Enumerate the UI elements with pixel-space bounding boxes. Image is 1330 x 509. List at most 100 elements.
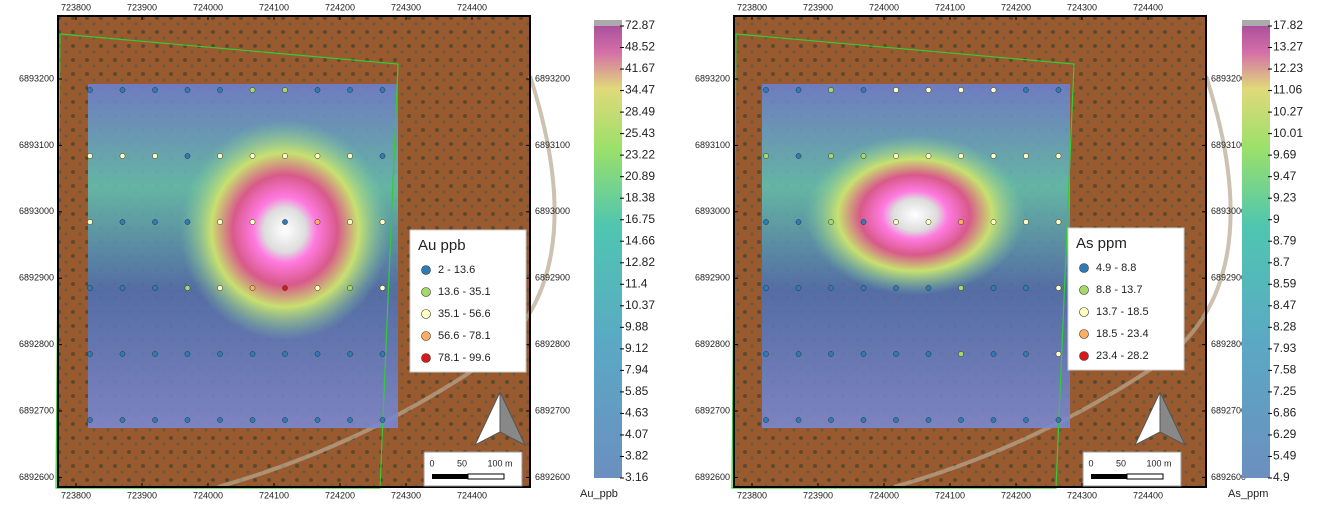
x-tick-label: 724200: [325, 490, 355, 500]
sample-point: [380, 285, 385, 290]
colorbar-label: 4.07: [625, 427, 649, 441]
x-tick-label: 724100: [259, 2, 289, 12]
colorbar-label: 8.7: [1273, 255, 1290, 269]
sample-point: [217, 153, 222, 158]
y-tick-label: 6893100: [535, 140, 570, 150]
y-tick-label: 6892700: [1211, 405, 1246, 415]
sample-point: [185, 285, 190, 290]
sample-point: [796, 285, 801, 290]
sample-point: [120, 87, 125, 92]
colorbar-label: 4.63: [625, 406, 649, 420]
colorbar-label: 12.23: [1273, 61, 1303, 75]
sample-point: [217, 87, 222, 92]
sample-point: [861, 285, 866, 290]
sample-point: [958, 219, 963, 224]
colorbar-label: 7.93: [1273, 341, 1297, 355]
legend-label: 56.6 - 78.1: [438, 330, 491, 342]
sample-point: [991, 87, 996, 92]
sample-point: [1056, 87, 1061, 92]
x-tick-label: 723800: [737, 490, 767, 500]
colorbar-label: 7.94: [625, 363, 649, 377]
legend-label: 13.7 - 18.5: [1096, 306, 1149, 318]
x-tick-label: 724400: [1133, 490, 1163, 500]
y-tick-label: 6893200: [695, 73, 730, 83]
legend-swatch: [1080, 286, 1089, 295]
legend-swatch: [422, 310, 431, 319]
sample-point: [152, 153, 157, 158]
legend-swatch: [1080, 330, 1089, 339]
sample-point: [347, 87, 352, 92]
colorbar-label: 34.47: [625, 83, 655, 97]
anomaly: [180, 120, 390, 340]
sample-point: [282, 285, 287, 290]
sample-point: [1023, 351, 1028, 356]
sample-point: [893, 351, 898, 356]
legend-label: 78.1 - 99.6: [438, 352, 491, 364]
colorbar-label: 9.69: [1273, 147, 1297, 161]
y-tick-label: 6892800: [1211, 339, 1246, 349]
x-tick-label: 723900: [803, 490, 833, 500]
x-tick-label: 723800: [61, 2, 91, 12]
scale-box: [1083, 452, 1181, 486]
x-tick-label: 723900: [127, 2, 157, 12]
x-tick-label: 724100: [259, 490, 289, 500]
y-tick-label: 6893100: [695, 140, 730, 150]
legend-label: 23.4 - 28.2: [1096, 350, 1149, 362]
x-tick-label: 724400: [1133, 2, 1163, 12]
sample-point: [1056, 417, 1061, 422]
legend-swatch: [1080, 264, 1089, 273]
sample-point: [282, 87, 287, 92]
sample-point: [828, 351, 833, 356]
colorbar-label: 7.58: [1273, 363, 1297, 377]
x-tick-label: 723900: [803, 2, 833, 12]
sample-point: [763, 285, 768, 290]
colorbar: [594, 20, 622, 478]
sample-point: [152, 219, 157, 224]
x-tick-label: 724400: [457, 490, 487, 500]
sample-point: [282, 417, 287, 422]
sample-point: [893, 219, 898, 224]
legend-title: As ppm: [1076, 235, 1127, 252]
legend-label: 4.9 - 8.8: [1096, 262, 1136, 274]
sample-point: [828, 285, 833, 290]
legend-title: Au ppb: [418, 237, 466, 254]
sample-point: [763, 87, 768, 92]
sample-point: [315, 219, 320, 224]
sample-point: [991, 219, 996, 224]
colorbar-label: 72.87: [625, 18, 655, 32]
sample-point: [796, 153, 801, 158]
sample-point: [991, 417, 996, 422]
colorbar-label: 9.47: [1273, 169, 1297, 183]
sample-point: [828, 417, 833, 422]
y-tick-label: 6893200: [1211, 73, 1246, 83]
colorbar-cap: [594, 20, 622, 26]
colorbar-label: 9: [1273, 212, 1280, 226]
sample-point: [185, 351, 190, 356]
x-tick-label: 724300: [391, 490, 421, 500]
sample-point: [185, 153, 190, 158]
sample-point: [1023, 417, 1028, 422]
sample-point: [185, 219, 190, 224]
colorbar-label: 9.23: [1273, 190, 1297, 204]
colorbar-title: As_ppm: [1228, 488, 1268, 500]
sample-point: [120, 285, 125, 290]
x-tick-label: 724300: [391, 2, 421, 12]
x-tick-label: 724200: [325, 2, 355, 12]
colorbar-label: 8.79: [1273, 233, 1297, 247]
colorbar-label: 6.86: [1273, 406, 1297, 420]
x-tick-label: 724200: [1001, 2, 1031, 12]
y-tick-label: 6893200: [535, 73, 570, 83]
y-tick-label: 6893100: [19, 140, 54, 150]
colorbar-cap: [1242, 20, 1270, 26]
legend-swatch: [422, 332, 431, 341]
sample-point: [926, 153, 931, 158]
colorbar-label: 5.85: [625, 384, 649, 398]
y-tick-label: 6893100: [1211, 140, 1246, 150]
y-tick-label: 6892600: [535, 472, 570, 482]
colorbar-label: 25.43: [625, 126, 655, 140]
x-tick-label: 724300: [1067, 2, 1097, 12]
sample-point: [120, 153, 125, 158]
sample-point: [380, 87, 385, 92]
y-tick-label: 6892900: [535, 273, 570, 283]
sample-point: [87, 219, 92, 224]
